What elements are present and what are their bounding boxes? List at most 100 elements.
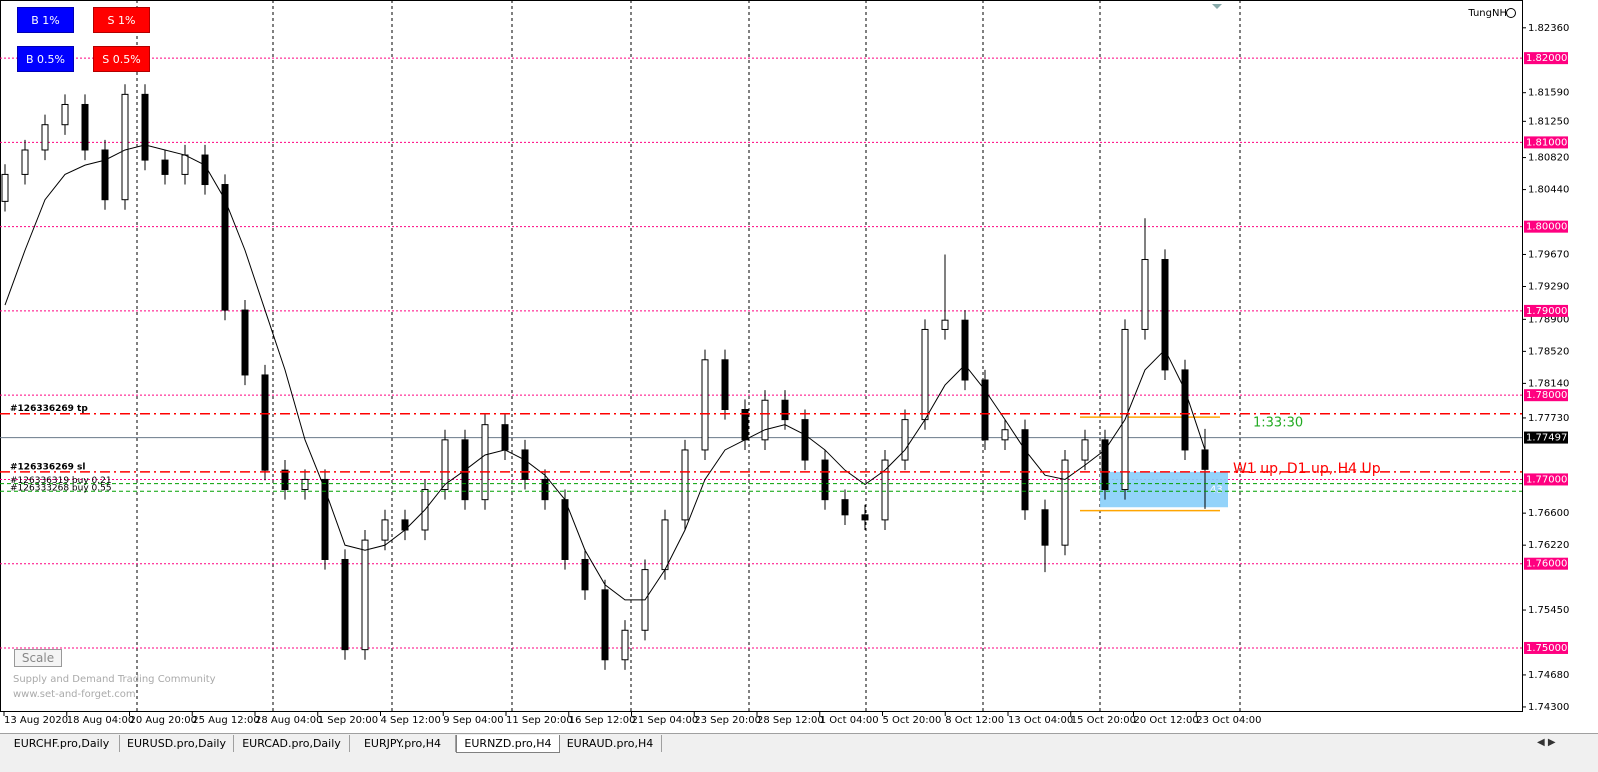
order-label: #126336269 tp — [10, 404, 88, 414]
level-label: 1.78000 — [1526, 390, 1567, 401]
current-price-label: 1.77497 — [1526, 433, 1567, 444]
x-tick-label: 13 Oct 04:00 — [1008, 715, 1073, 726]
candle-body — [181, 154, 189, 175]
candle-body — [861, 514, 869, 521]
candle-body — [821, 459, 829, 501]
candle-body — [221, 184, 229, 311]
watermark: www.set-and-forget.com — [13, 689, 136, 700]
candle-body — [281, 469, 289, 491]
candle-body — [1201, 449, 1209, 470]
candle-body — [961, 319, 969, 381]
trade-button[interactable]: B 1% — [17, 7, 74, 33]
tab[interactable]: EURCAD.pro,Daily — [234, 735, 350, 752]
candle-body — [361, 539, 369, 651]
x-tick-label: 16 Sep 12:00 — [569, 715, 636, 726]
candle-body — [701, 359, 709, 451]
level-label-bg — [1524, 389, 1568, 402]
candle-body — [1021, 429, 1029, 511]
candle-body — [1141, 259, 1149, 330]
x-tick-label: 20 Aug 20:00 — [130, 715, 197, 726]
x-tick-label: 13 Aug 2020 — [4, 715, 68, 726]
candle-body — [681, 449, 689, 521]
tab[interactable]: EURUSD.pro,Daily — [120, 735, 234, 752]
candle-body — [981, 379, 989, 441]
trade-button[interactable]: S 1% — [93, 7, 150, 33]
candle-body — [81, 103, 89, 151]
candle-body — [41, 124, 49, 151]
candle-body — [521, 449, 529, 480]
candle-body — [1041, 509, 1049, 546]
x-tick-label: 28 Sep 12:00 — [757, 715, 824, 726]
x-tick-label: 5 Oct 20:00 — [883, 715, 942, 726]
watermark: Supply and Demand Trading Community — [13, 674, 216, 685]
scale-button[interactable]: Scale — [14, 649, 62, 667]
y-tick-label: 1.75450 — [1528, 605, 1569, 616]
candle-body — [141, 93, 149, 161]
y-tick-label: 1.76220 — [1528, 540, 1569, 551]
level-label: 1.80000 — [1526, 222, 1567, 233]
candle-body — [721, 359, 729, 411]
candle-body — [901, 419, 909, 461]
candle-body — [761, 399, 769, 441]
tab-scroll[interactable]: ◀ ▶ — [1537, 737, 1556, 748]
tab[interactable]: EURNZD.pro,H4 — [456, 735, 560, 753]
tab[interactable]: EURCHF.pro,Daily — [4, 735, 120, 752]
x-tick-label: 18 Aug 04:00 — [67, 715, 134, 726]
y-tick-label: 1.79290 — [1528, 281, 1569, 292]
tab-bar: ◀ ▶ EURCHF.pro,Daily EURUSD.pro,Daily EURC… — [0, 733, 1598, 772]
candle-body — [101, 149, 109, 201]
x-tick-label: 8 Oct 12:00 — [945, 715, 1004, 726]
tab[interactable]: EURAUD.pro,H4 — [559, 735, 662, 752]
account-icon — [1506, 8, 1516, 18]
x-tick-label: 11 Sep 20:00 — [506, 715, 573, 726]
y-tick-label: 1.76600 — [1528, 508, 1569, 519]
candle-body — [441, 439, 449, 491]
candle-body — [801, 419, 809, 461]
candle-body — [341, 558, 349, 651]
candle-body — [1181, 369, 1189, 451]
current-price-bg — [1524, 431, 1568, 444]
candle-body — [781, 399, 789, 421]
level-label: 1.79000 — [1526, 306, 1567, 317]
plot-frame — [0, 0, 1523, 712]
trade-button[interactable]: S 0.5% — [93, 46, 150, 72]
x-tick-label: 21 Sep 04:00 — [632, 715, 699, 726]
level-label-bg — [1524, 136, 1568, 149]
trade-button[interactable]: B 0.5% — [17, 46, 74, 72]
candle-body — [301, 478, 309, 491]
y-tick-label: 1.82360 — [1528, 23, 1569, 34]
candle-body — [161, 159, 169, 175]
y-tick-label: 1.77730 — [1528, 413, 1569, 424]
level-label: 1.77000 — [1526, 474, 1567, 485]
x-tick-label: 9 Sep 04:00 — [443, 715, 503, 726]
order-label: #126336269 sl — [10, 462, 85, 472]
level-label-bg — [1524, 220, 1568, 233]
y-tick-label: 1.81250 — [1528, 116, 1569, 127]
candle-body — [601, 589, 609, 661]
level-label-bg — [1524, 557, 1568, 570]
candle-body — [561, 499, 569, 560]
candle-body — [121, 93, 129, 201]
zone — [1100, 471, 1228, 508]
candle-body — [1101, 439, 1109, 491]
y-tick-label: 1.78140 — [1528, 378, 1569, 389]
candle-body — [201, 154, 209, 186]
y-tick-label: 1.78900 — [1528, 314, 1569, 325]
candle-body — [1001, 429, 1009, 441]
candle-body — [581, 558, 589, 591]
candle-body — [381, 519, 389, 541]
level-label: 1.81000 — [1526, 137, 1567, 148]
candle-body — [921, 328, 929, 421]
candle-body — [841, 499, 849, 516]
y-tick-label: 1.81590 — [1528, 88, 1569, 99]
candle-body — [621, 629, 629, 661]
y-tick-label: 1.74680 — [1528, 670, 1569, 681]
candle-body — [1061, 459, 1069, 546]
level-label-bg — [1524, 641, 1568, 654]
level-label-bg — [1524, 52, 1568, 65]
x-tick-label: 15 Oct 20:00 — [1071, 715, 1136, 726]
candle-body — [501, 424, 509, 451]
tab[interactable]: EURJPY.pro,H4 — [350, 735, 456, 752]
candle-body — [481, 424, 489, 501]
zone-label: 43 — [1210, 485, 1223, 496]
